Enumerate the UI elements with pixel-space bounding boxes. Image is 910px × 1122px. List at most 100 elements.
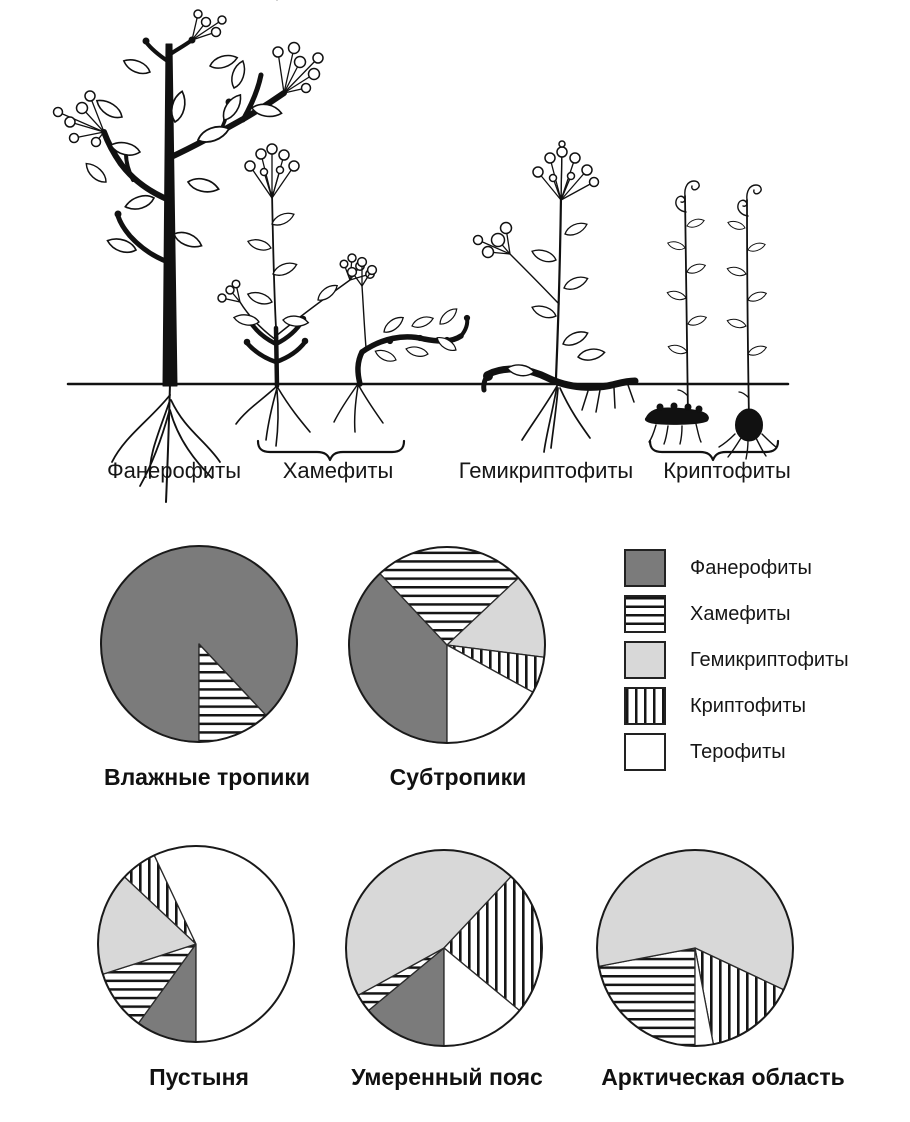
leaf <box>685 216 706 230</box>
leaf <box>409 313 436 331</box>
label-chamaephytes: Хамефиты <box>282 458 394 483</box>
flower <box>52 106 64 118</box>
flower <box>581 164 593 176</box>
pie-chart-humid-tropics <box>97 542 301 746</box>
legend: Фанерофиты Хамефиты Гемикриптофиты Крипт… <box>624 549 849 779</box>
leaf <box>665 288 688 303</box>
flower <box>200 16 212 28</box>
pie-title-temperate: Умеренный пояс <box>351 1064 543 1090</box>
leaf <box>245 288 275 308</box>
leaf <box>666 239 687 253</box>
legend-swatch-therophytes <box>624 733 666 771</box>
flower <box>490 232 506 248</box>
pie-chart-temperate <box>342 846 546 1050</box>
leaf <box>725 316 748 331</box>
flower <box>300 82 312 94</box>
pie-svg <box>345 849 543 1047</box>
legend-label: Терофиты <box>690 740 786 763</box>
flower-stalk <box>283 57 319 94</box>
flower <box>288 160 300 172</box>
flower <box>481 245 495 259</box>
flower-stalk <box>191 19 223 41</box>
flower <box>356 256 368 268</box>
leaves-layer <box>82 51 769 379</box>
label-phanerophytes: Фанерофиты <box>106 458 242 483</box>
pie-chart-desert <box>94 842 298 1046</box>
pie-svg <box>97 845 295 1043</box>
legend-swatch-phanerophytes <box>624 549 666 587</box>
pie-outline <box>348 546 546 744</box>
flower <box>90 136 102 148</box>
flower <box>548 173 558 183</box>
legend-swatch-cryptophytes <box>624 687 666 725</box>
flower <box>217 293 227 303</box>
flower <box>339 259 349 269</box>
chamaephyte-creeping-drawing <box>333 285 471 433</box>
flower <box>68 132 80 144</box>
leaf <box>372 346 399 366</box>
leaf <box>232 311 261 329</box>
leaf <box>746 289 769 304</box>
flower <box>217 15 227 25</box>
leaf <box>171 227 205 253</box>
flower-stalk <box>477 239 511 255</box>
label-hemicryptophytes: Гемикриптофиты <box>458 458 634 483</box>
flower <box>569 152 581 164</box>
leaf <box>314 281 341 305</box>
leaf <box>666 342 689 357</box>
flower <box>499 221 513 235</box>
legend-label: Гемикриптофиты <box>690 648 849 671</box>
flower-stalk <box>57 111 105 133</box>
flower <box>472 234 484 246</box>
leaf <box>269 209 297 229</box>
pie-chart-arctic <box>593 846 797 1050</box>
flower <box>259 167 269 177</box>
leaf <box>746 343 769 358</box>
flower-stalk <box>271 165 295 199</box>
leaf <box>562 219 590 239</box>
legend-item-chamaephytes: Хамефиты <box>624 595 849 633</box>
flower <box>307 67 321 81</box>
leaf <box>529 301 559 322</box>
flower <box>84 90 96 102</box>
pie-chart-subtropics <box>345 543 549 747</box>
life-forms-illustration <box>52 0 790 503</box>
leaf <box>746 240 767 254</box>
pie-svg <box>348 546 546 744</box>
flower <box>312 52 324 64</box>
leaf <box>270 259 300 279</box>
label-cryptophytes: Криптофиты <box>663 458 791 483</box>
flower <box>255 148 267 160</box>
flower-stalk <box>560 181 595 201</box>
flower <box>272 46 284 58</box>
leaf <box>529 245 559 266</box>
leaf <box>560 327 591 350</box>
brace-chamaephytes <box>256 439 406 462</box>
leaf <box>686 313 709 328</box>
flower-stalk <box>263 171 273 199</box>
legend-label: Фанерофиты <box>690 556 812 579</box>
pie-outline <box>596 849 794 1047</box>
flower <box>556 146 568 158</box>
brace-cryptophytes <box>648 439 780 462</box>
leaf <box>185 174 222 197</box>
flower <box>566 171 576 181</box>
flower-stalk <box>537 171 562 201</box>
flower-stalk <box>249 165 273 199</box>
flower <box>366 264 378 276</box>
flower <box>244 160 256 172</box>
pie-title-humid-tropics: Влажные тропики <box>103 764 311 790</box>
flower <box>532 166 544 178</box>
leaf <box>576 346 607 363</box>
flower <box>75 101 89 115</box>
flower <box>293 55 307 69</box>
legend-swatch-chamaephytes <box>624 595 666 633</box>
legend-item-cryptophytes: Криптофиты <box>624 687 849 725</box>
leaf <box>725 264 748 279</box>
flower <box>544 152 556 164</box>
leaf <box>561 273 591 293</box>
legend-item-hemicryptophytes: Гемикриптофиты <box>624 641 849 679</box>
leaf <box>505 362 536 379</box>
leaf <box>436 305 461 328</box>
